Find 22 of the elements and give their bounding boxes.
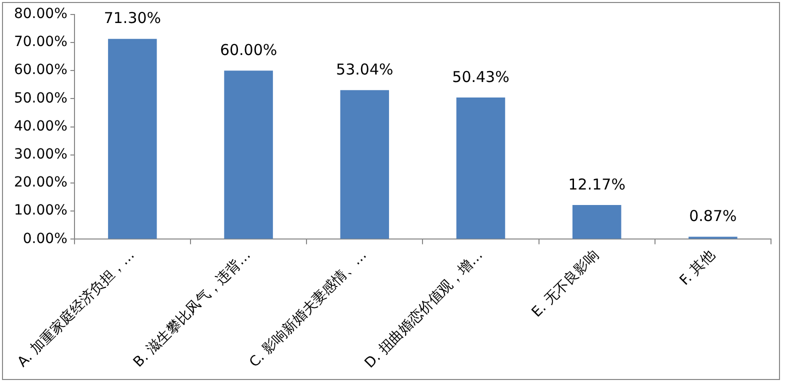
- y-tick-label: 70.00%: [14, 34, 68, 50]
- y-tick-label: 40.00%: [14, 118, 68, 134]
- y-tick-label: 80.00%: [14, 6, 68, 22]
- x-tick-label: F. 其他: [676, 247, 718, 289]
- y-tick-label: 10.00%: [14, 202, 68, 219]
- bar: [224, 70, 273, 239]
- bar: [340, 90, 390, 239]
- data-label: 50.43%: [452, 68, 510, 86]
- y-tick-label: 20.00%: [14, 174, 68, 191]
- y-tick-label: 0.00%: [22, 230, 68, 247]
- y-tick-label: 50.00%: [14, 90, 68, 106]
- bar: [456, 97, 506, 239]
- data-label: 53.04%: [336, 60, 394, 79]
- data-label: 12.17%: [568, 175, 626, 194]
- data-label: 0.87%: [689, 207, 737, 226]
- bar: [108, 38, 157, 239]
- bar: [572, 205, 622, 239]
- y-tick-label: 60.00%: [14, 62, 68, 78]
- data-label: 71.30%: [104, 9, 162, 28]
- data-label: 60.00%: [220, 40, 278, 59]
- x-tick-label: E. 无不良影响: [528, 247, 602, 321]
- y-tick-label: 30.00%: [14, 146, 68, 163]
